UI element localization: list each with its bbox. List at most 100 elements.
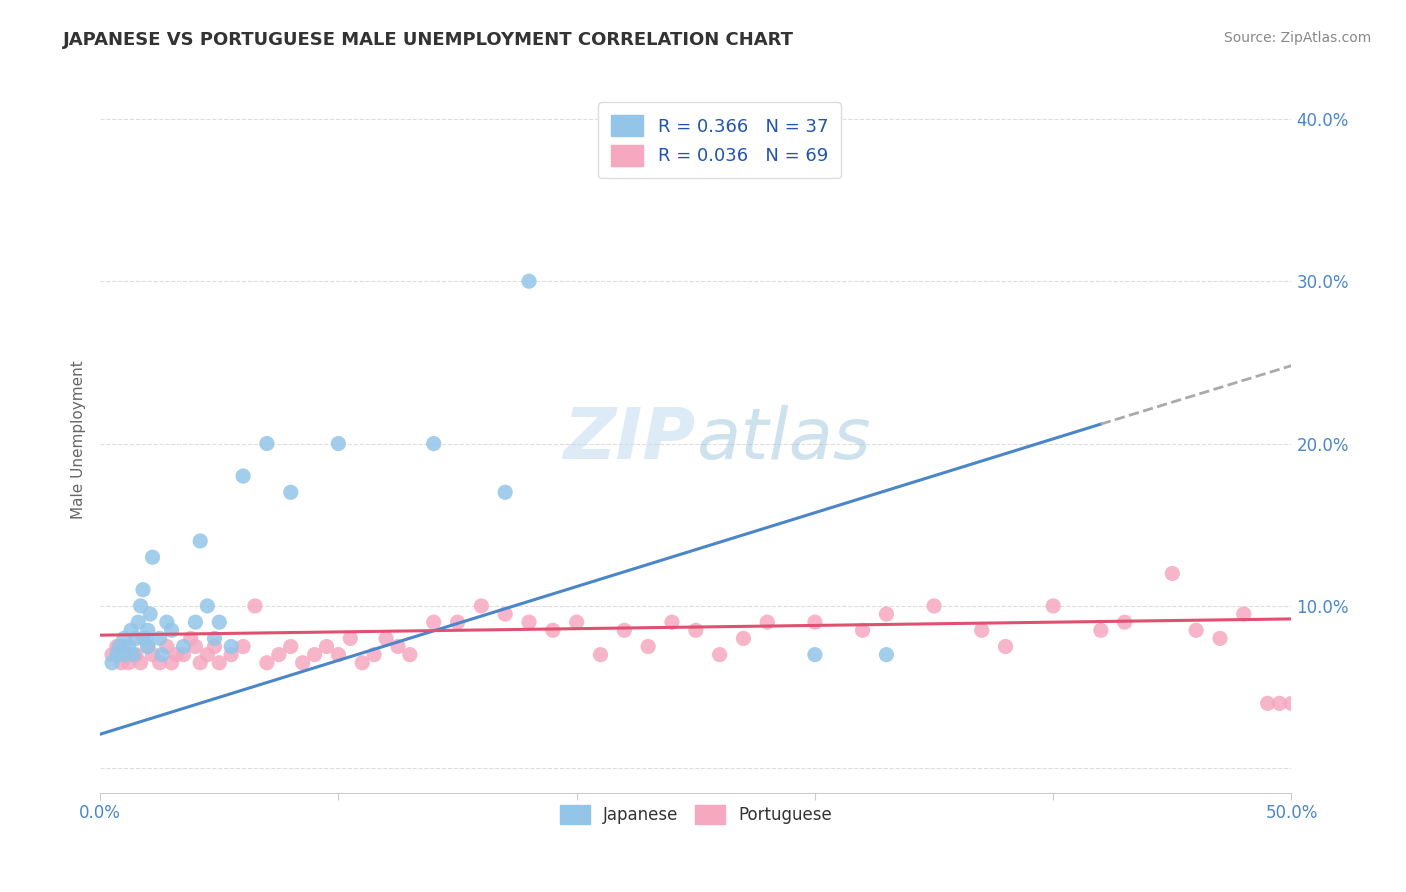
Point (363, 648, 385, 662)
Point (110, 656, 132, 670)
Point (756, 615, 779, 629)
Point (156, 615, 179, 629)
Text: JAPANESE VS PORTUGUESE MALE UNEMPLOYMENT CORRELATION CHART: JAPANESE VS PORTUGUESE MALE UNEMPLOYMENT… (63, 31, 794, 49)
Point (851, 624, 873, 638)
Point (1161, 566, 1184, 581)
Point (129, 656, 152, 670)
Point (125, 648, 148, 662)
Point (304, 648, 326, 662)
Point (219, 648, 242, 662)
Point (156, 640, 179, 654)
Point (195, 599, 218, 613)
Point (129, 599, 152, 613)
Point (339, 632, 361, 646)
Point (1042, 599, 1064, 613)
Point (613, 624, 636, 638)
Point (328, 648, 350, 662)
Point (188, 656, 211, 670)
Point (150, 648, 173, 662)
Point (149, 656, 172, 670)
Point (141, 550, 163, 565)
Point (709, 648, 731, 662)
Point (243, 599, 266, 613)
Point (1257, 697, 1279, 711)
Point (541, 624, 564, 638)
Point (375, 632, 398, 646)
Text: Source: ZipAtlas.com: Source: ZipAtlas.com (1223, 31, 1371, 45)
Point (184, 640, 207, 654)
Y-axis label: Male Unemployment: Male Unemployment (72, 360, 86, 519)
Point (1209, 632, 1232, 646)
Point (149, 632, 172, 646)
Point (232, 469, 254, 483)
Point (685, 624, 707, 638)
Point (1185, 624, 1208, 638)
Point (922, 599, 945, 613)
Point (328, 436, 350, 450)
Point (875, 648, 897, 662)
Point (267, 648, 290, 662)
Point (637, 640, 659, 654)
Point (105, 640, 128, 654)
Point (141, 648, 163, 662)
Point (256, 436, 278, 450)
Point (160, 624, 183, 638)
Point (219, 640, 242, 654)
Point (1233, 607, 1256, 621)
Point (132, 582, 155, 597)
Point (122, 648, 145, 662)
Point (125, 632, 148, 646)
Point (280, 640, 302, 654)
Point (136, 640, 159, 654)
Point (1281, 697, 1303, 711)
Point (139, 607, 162, 621)
Point (208, 656, 231, 670)
Point (1268, 697, 1291, 711)
Point (589, 648, 612, 662)
Point (733, 632, 755, 646)
Point (804, 648, 827, 662)
Point (101, 656, 124, 670)
Point (173, 640, 195, 654)
Point (352, 656, 374, 670)
Point (399, 648, 422, 662)
Point (195, 648, 218, 662)
Point (446, 615, 468, 629)
Legend: Japanese, Portuguese: Japanese, Portuguese (550, 795, 842, 834)
Point (136, 624, 159, 638)
Point (101, 648, 124, 662)
Point (470, 599, 492, 613)
Point (108, 640, 131, 654)
Point (184, 615, 207, 629)
Point (132, 632, 155, 646)
Point (494, 607, 516, 621)
Point (118, 656, 141, 670)
Point (315, 640, 337, 654)
Point (280, 485, 302, 500)
Point (804, 615, 827, 629)
Point (180, 632, 202, 646)
Point (136, 640, 159, 654)
Text: ZIP: ZIP (564, 405, 696, 474)
Point (422, 436, 444, 450)
Point (208, 615, 231, 629)
Text: atlas: atlas (696, 405, 870, 474)
Point (232, 640, 254, 654)
Point (517, 274, 540, 288)
Point (661, 615, 683, 629)
Point (1090, 624, 1112, 638)
Point (165, 648, 187, 662)
Point (204, 632, 226, 646)
Point (204, 640, 226, 654)
Point (875, 607, 897, 621)
Point (105, 648, 128, 662)
Point (127, 615, 149, 629)
Point (120, 648, 142, 662)
Point (256, 656, 278, 670)
Point (994, 640, 1017, 654)
Point (1114, 615, 1136, 629)
Point (173, 648, 195, 662)
Point (422, 615, 444, 629)
Point (970, 624, 993, 638)
Point (387, 640, 409, 654)
